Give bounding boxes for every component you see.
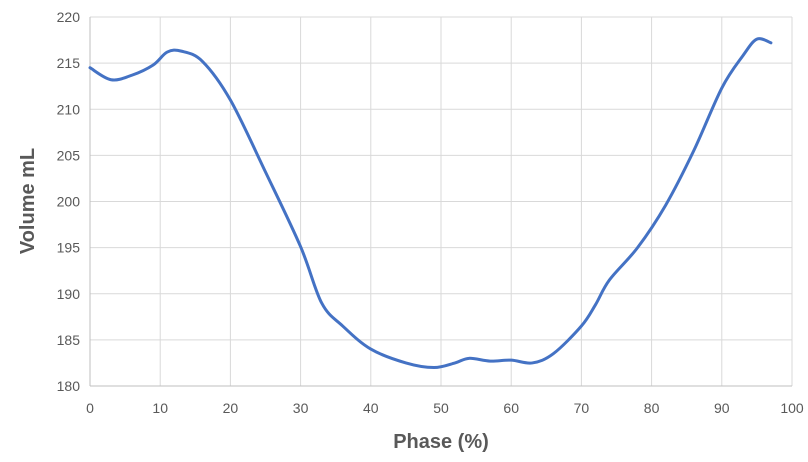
- tick-labels: 180 185 190 195 200 205 210 215 220 0 10 20 30 40 50 60…: [57, 9, 804, 416]
- x-tick-label: 30: [293, 400, 309, 416]
- y-tick-label: 210: [57, 101, 81, 117]
- y-tick-label: 200: [57, 194, 81, 210]
- x-axis-title: Phase (%): [393, 431, 489, 453]
- y-tick-label: 190: [57, 286, 81, 302]
- series-layer: [88, 37, 773, 370]
- x-tick-label: 20: [223, 400, 239, 416]
- y-tick-label: 195: [57, 240, 81, 256]
- y-tick-label: 185: [57, 332, 81, 348]
- x-tick-label: 50: [433, 400, 449, 416]
- x-tick-label: 0: [86, 400, 94, 416]
- y-tick-label: 205: [57, 147, 81, 163]
- y-tick-label: 215: [57, 55, 81, 71]
- x-tick-label: 70: [574, 400, 590, 416]
- y-tick-label: 180: [57, 378, 81, 394]
- y-axis-title: Volume mL: [17, 148, 39, 254]
- y-tick-label: 220: [57, 9, 81, 25]
- x-tick-label: 40: [363, 400, 379, 416]
- x-tick-label: 60: [503, 400, 519, 416]
- axes: [89, 17, 792, 387]
- x-tick-label: 90: [714, 400, 730, 416]
- x-tick-label: 80: [644, 400, 660, 416]
- gridlines: [90, 16, 793, 386]
- x-tick-label: 100: [780, 400, 804, 416]
- series-line-0: [88, 37, 773, 370]
- x-tick-label: 10: [152, 400, 168, 416]
